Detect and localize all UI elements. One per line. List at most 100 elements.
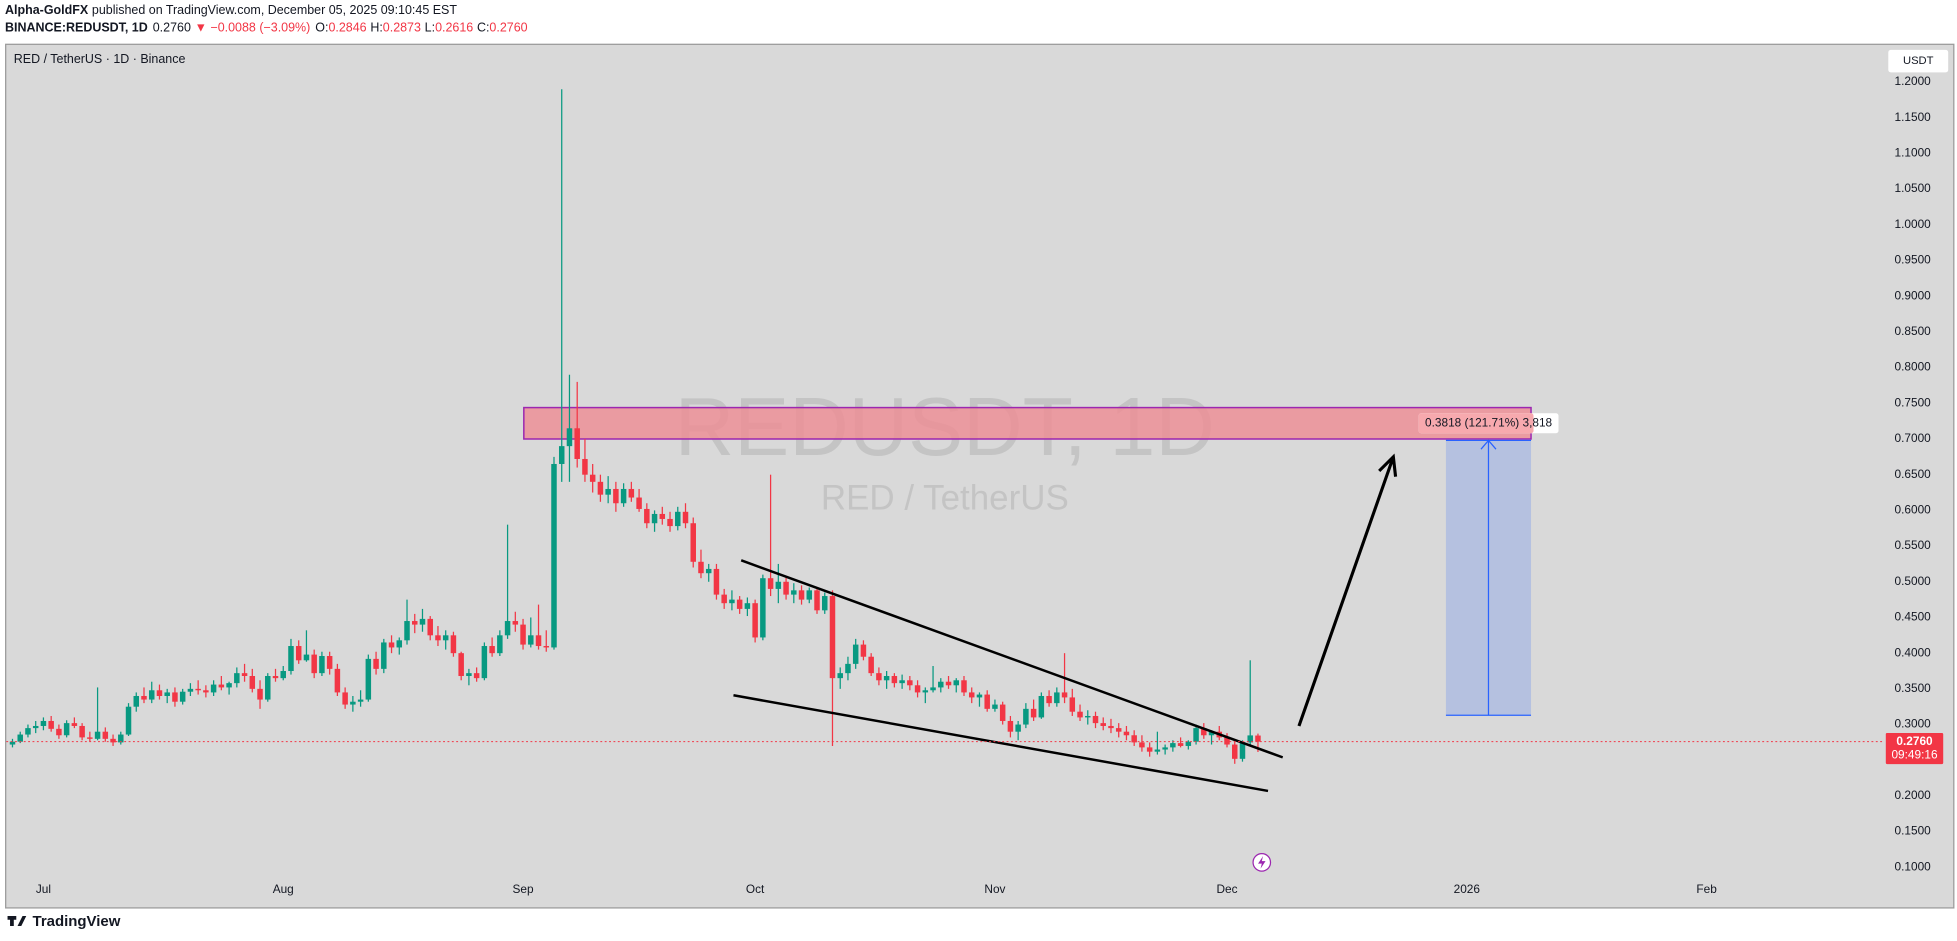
candle-body	[1232, 744, 1238, 759]
countdown: 09:49:16	[1891, 748, 1938, 762]
currency-box[interactable]	[1888, 49, 1949, 73]
candle-body	[40, 720, 47, 726]
candle-body	[798, 590, 805, 600]
candle-body	[721, 594, 727, 604]
candle-body	[1023, 708, 1029, 725]
x-tick-label: Feb	[1696, 882, 1717, 896]
logo-icon	[7, 916, 27, 927]
candle-body	[466, 673, 472, 677]
candle-body	[690, 523, 696, 562]
x-tick-label: Jul	[36, 882, 51, 896]
last-price-label: 0.2760	[1896, 734, 1933, 748]
y-tick-label: 0.9500	[1895, 253, 1932, 267]
candle-body	[1131, 735, 1137, 743]
candle-body	[388, 642, 395, 648]
candle-body	[512, 621, 519, 625]
y-tick-label: 1.2000	[1895, 74, 1932, 88]
measure-label-tint	[1418, 413, 1534, 434]
candle-body	[551, 463, 557, 648]
open-label: O:	[315, 21, 328, 35]
y-tick-label: 0.1500	[1895, 824, 1932, 838]
y-tick-label: 0.7000	[1895, 431, 1932, 445]
high: 0.2873	[383, 21, 421, 35]
candle-body	[1193, 728, 1199, 742]
candle-body	[752, 603, 758, 638]
candle-body	[489, 646, 495, 654]
candle-body	[481, 646, 488, 679]
candle-body	[1046, 695, 1052, 704]
candle-body	[9, 741, 16, 745]
candle-body	[1115, 728, 1122, 732]
candle-body	[1015, 724, 1021, 732]
candle-body	[667, 518, 673, 527]
candle-body	[87, 737, 93, 739]
y-tick-label: 0.5000	[1895, 574, 1932, 588]
candle-body	[17, 734, 23, 742]
candle-body	[620, 488, 627, 504]
y-tick-label: 1.0000	[1895, 217, 1932, 231]
symbol: BINANCE:REDUSDT, 1D	[5, 21, 148, 35]
candle-body	[125, 706, 132, 735]
high-label: H:	[370, 21, 382, 35]
candle-body	[102, 731, 109, 739]
candle-body	[265, 676, 271, 700]
y-tick-label: 0.8500	[1895, 324, 1932, 338]
candle-body	[589, 474, 596, 482]
candle-body	[528, 635, 534, 645]
candle-body	[520, 624, 526, 645]
candle-body	[295, 646, 302, 661]
quote-line: BINANCE:REDUSDT, 1D 0.2760 ▼ −0.0088 (−3.0…	[5, 21, 528, 35]
candle-body	[1092, 715, 1099, 724]
candle-body	[558, 446, 565, 464]
candle-body	[597, 481, 604, 495]
y-tick-label: 0.1000	[1895, 859, 1932, 873]
y-tick-label: 0.6000	[1895, 503, 1932, 517]
y-tick-label: 0.3500	[1895, 681, 1932, 695]
x-tick-label: Aug	[273, 882, 294, 896]
brand[interactable]: TradingView	[33, 913, 121, 930]
candle-body	[698, 561, 704, 574]
candle-body	[760, 578, 766, 638]
candle-body	[644, 508, 650, 524]
x-tick-label: Oct	[746, 882, 765, 896]
candle-body	[1162, 747, 1168, 750]
target-arrow	[1297, 456, 1395, 727]
y-tick-label: 0.7500	[1895, 395, 1932, 409]
candle-body	[891, 676, 898, 684]
y-tick-label: 0.5500	[1895, 538, 1932, 552]
currency[interactable]: USDT	[1903, 55, 1934, 67]
candle-body	[118, 734, 124, 743]
y-tick-label: 1.0500	[1895, 181, 1932, 195]
author: Alpha-GoldFX	[5, 4, 89, 18]
candle-body	[412, 621, 418, 625]
candle-body	[543, 646, 550, 648]
candle-body	[729, 599, 735, 604]
candle-body	[1154, 749, 1161, 752]
candle-body	[172, 692, 178, 702]
candle-body	[357, 699, 364, 702]
candle-body	[914, 685, 921, 693]
candle-body	[829, 596, 836, 679]
candle-body	[899, 680, 905, 684]
candle-body	[984, 694, 990, 709]
candle-body	[767, 578, 774, 589]
candle-body	[883, 676, 890, 681]
y-tick-label: 0.4500	[1895, 610, 1932, 624]
y-tick-label: 0.4000	[1895, 645, 1932, 659]
candle-body	[736, 599, 743, 609]
candle-body	[860, 644, 867, 657]
candle-body	[373, 658, 379, 669]
candle-body	[79, 725, 85, 738]
close-label: C:	[477, 21, 489, 35]
candle-body	[141, 695, 147, 700]
candle-body	[56, 728, 62, 736]
candle-body	[1139, 742, 1145, 748]
candle-body	[783, 581, 789, 595]
candle-body	[651, 513, 658, 524]
candle-body	[1038, 695, 1045, 718]
y-tick-label: 1.1500	[1895, 110, 1932, 124]
wedge-upper	[740, 559, 1284, 759]
candle-body	[775, 581, 782, 589]
candle-body	[582, 458, 588, 475]
